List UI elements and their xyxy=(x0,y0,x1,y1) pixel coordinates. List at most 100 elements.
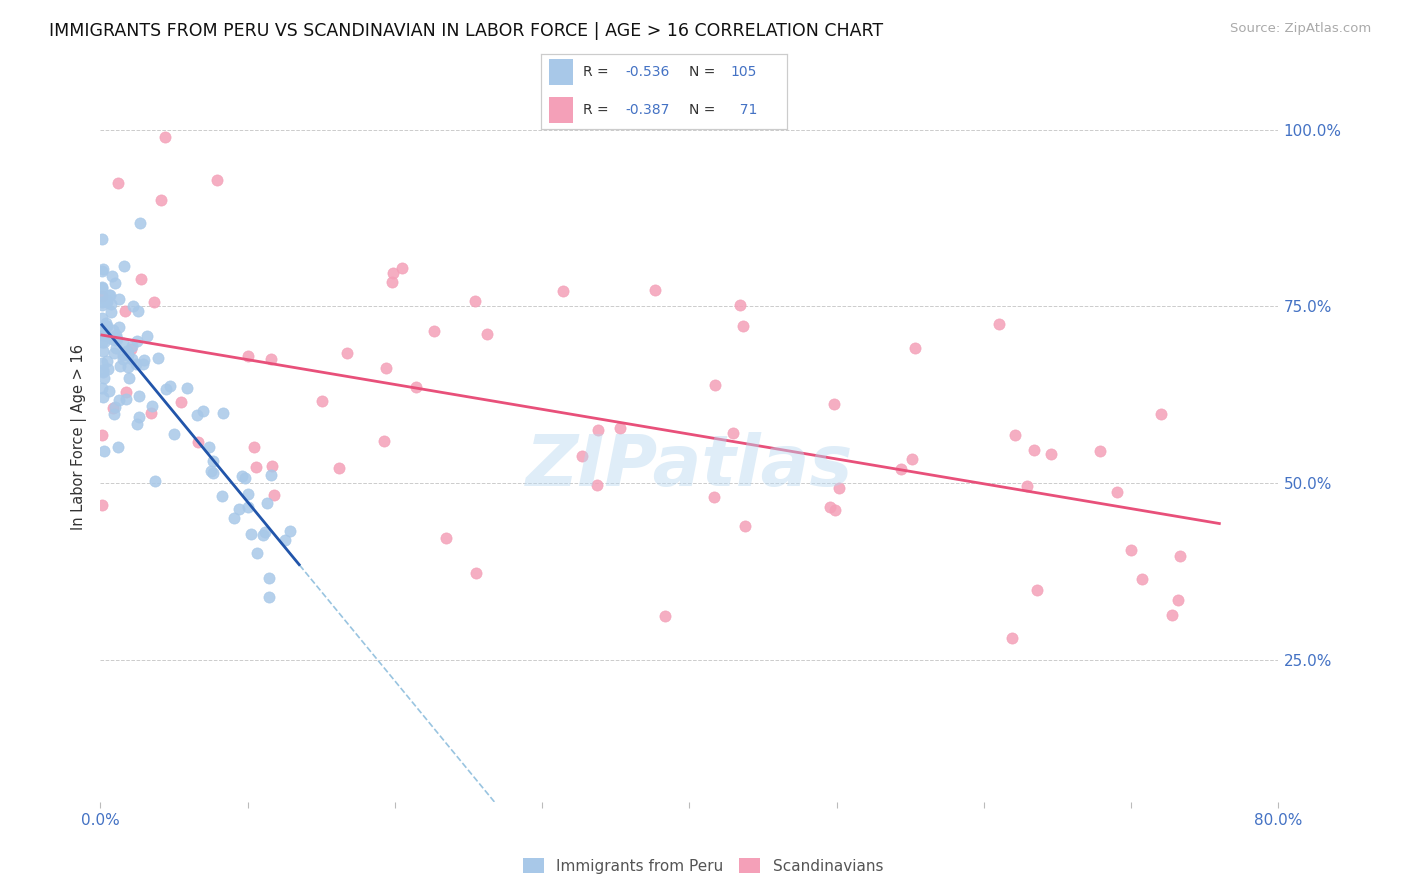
Point xyxy=(187,435,209,450)
Point xyxy=(200,463,222,477)
Point xyxy=(1026,582,1049,597)
Point xyxy=(91,334,114,349)
Point xyxy=(90,263,112,277)
Point xyxy=(107,441,129,455)
Point xyxy=(263,487,285,501)
Bar xyxy=(548,96,574,123)
Point xyxy=(477,326,499,341)
Point xyxy=(131,272,153,286)
Point xyxy=(464,294,486,309)
Point xyxy=(90,281,112,295)
Point xyxy=(231,468,253,483)
Text: 71: 71 xyxy=(731,103,758,117)
Point xyxy=(205,172,228,186)
Point xyxy=(93,371,115,385)
Point xyxy=(1170,549,1192,564)
Point xyxy=(245,459,267,474)
Point xyxy=(336,346,359,360)
Point xyxy=(609,421,631,435)
Legend: Immigrants from Peru, Scandinavians: Immigrants from Peru, Scandinavians xyxy=(517,852,889,880)
Text: N =: N = xyxy=(689,65,720,78)
Point xyxy=(1001,632,1024,646)
Point xyxy=(90,280,112,294)
Point xyxy=(98,288,121,302)
Point xyxy=(155,383,177,397)
Point xyxy=(252,527,274,541)
Point xyxy=(94,318,117,333)
Point xyxy=(127,303,149,318)
Y-axis label: In Labor Force | Age > 16: In Labor Force | Age > 16 xyxy=(72,344,87,531)
Point xyxy=(143,295,166,310)
Point xyxy=(108,392,131,407)
Text: 105: 105 xyxy=(731,65,758,78)
Text: R =: R = xyxy=(583,103,613,117)
Point xyxy=(114,384,136,399)
Point xyxy=(96,354,118,368)
Point xyxy=(117,371,139,385)
Point xyxy=(222,510,245,524)
Point xyxy=(90,356,112,370)
Point xyxy=(734,518,756,533)
Point xyxy=(1017,479,1039,493)
Point xyxy=(373,434,395,449)
Point xyxy=(235,471,257,485)
Text: -0.387: -0.387 xyxy=(626,103,669,117)
Point xyxy=(91,381,114,395)
Point xyxy=(253,524,276,539)
Point xyxy=(236,349,259,363)
Point xyxy=(111,335,134,350)
Point xyxy=(1004,428,1026,442)
Point xyxy=(93,261,115,276)
Point xyxy=(818,500,841,514)
Point xyxy=(104,331,127,345)
Point xyxy=(100,297,122,311)
Point xyxy=(405,380,427,394)
Text: R =: R = xyxy=(583,65,613,78)
Point xyxy=(98,384,121,399)
Point xyxy=(108,320,131,334)
Point xyxy=(90,498,112,512)
Point xyxy=(108,292,131,306)
Point xyxy=(704,377,727,392)
Point xyxy=(91,328,114,343)
Point xyxy=(243,440,266,454)
Point xyxy=(104,328,127,343)
Point xyxy=(93,334,115,349)
Point xyxy=(91,289,114,303)
Point xyxy=(728,298,751,312)
Point xyxy=(90,427,112,442)
Point xyxy=(1167,592,1189,607)
Point xyxy=(257,590,280,604)
Point xyxy=(236,500,259,515)
Point xyxy=(274,533,297,548)
Point xyxy=(733,319,755,334)
Point xyxy=(260,468,283,483)
Point xyxy=(91,390,114,404)
Point xyxy=(103,401,125,415)
Point xyxy=(823,397,845,411)
Point xyxy=(91,344,114,359)
Point xyxy=(202,466,225,480)
Point xyxy=(228,502,250,516)
Point xyxy=(163,427,186,442)
Point xyxy=(381,275,404,289)
Point xyxy=(644,283,666,297)
Point xyxy=(91,365,114,379)
Point xyxy=(246,546,269,560)
Point xyxy=(100,305,122,319)
Point xyxy=(121,299,143,313)
Point xyxy=(256,496,278,510)
Point xyxy=(114,260,136,274)
Point xyxy=(150,193,173,207)
Text: -0.536: -0.536 xyxy=(626,65,669,78)
Point xyxy=(134,353,156,368)
Point xyxy=(104,334,127,348)
Point xyxy=(121,338,143,352)
Point xyxy=(104,341,127,355)
Point xyxy=(96,293,118,307)
Point xyxy=(1040,447,1063,461)
Point xyxy=(239,526,262,541)
Point xyxy=(97,362,120,376)
Point xyxy=(381,266,404,280)
Point xyxy=(721,426,744,441)
